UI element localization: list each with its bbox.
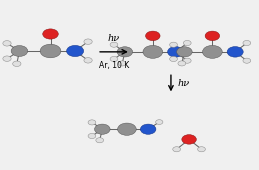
Circle shape	[170, 42, 177, 47]
Circle shape	[84, 58, 92, 63]
Circle shape	[170, 56, 177, 62]
Circle shape	[182, 135, 196, 144]
Circle shape	[3, 41, 11, 46]
Text: Ar, 10 K: Ar, 10 K	[99, 61, 129, 70]
Circle shape	[146, 31, 160, 41]
Circle shape	[198, 147, 205, 152]
Circle shape	[43, 29, 58, 39]
Circle shape	[140, 124, 156, 134]
Circle shape	[40, 44, 61, 58]
Text: hν: hν	[108, 34, 120, 43]
Circle shape	[143, 45, 163, 58]
Circle shape	[177, 47, 192, 57]
Circle shape	[11, 46, 28, 56]
Circle shape	[88, 120, 96, 125]
Circle shape	[173, 147, 181, 152]
Circle shape	[243, 40, 251, 46]
Circle shape	[118, 123, 136, 135]
Circle shape	[88, 133, 96, 139]
Circle shape	[95, 124, 110, 134]
Circle shape	[183, 40, 191, 46]
Circle shape	[118, 61, 126, 66]
Circle shape	[156, 120, 163, 124]
Circle shape	[183, 58, 191, 63]
Circle shape	[96, 138, 104, 143]
Circle shape	[110, 56, 118, 62]
Circle shape	[205, 31, 220, 41]
Circle shape	[3, 56, 11, 61]
Circle shape	[227, 47, 243, 57]
Circle shape	[67, 45, 84, 57]
Circle shape	[13, 61, 21, 66]
Circle shape	[178, 61, 186, 66]
Circle shape	[203, 45, 222, 58]
Circle shape	[117, 47, 133, 57]
Text: hν: hν	[177, 79, 190, 88]
Circle shape	[84, 39, 92, 44]
Circle shape	[110, 42, 118, 47]
Circle shape	[243, 58, 251, 63]
Circle shape	[168, 47, 184, 57]
